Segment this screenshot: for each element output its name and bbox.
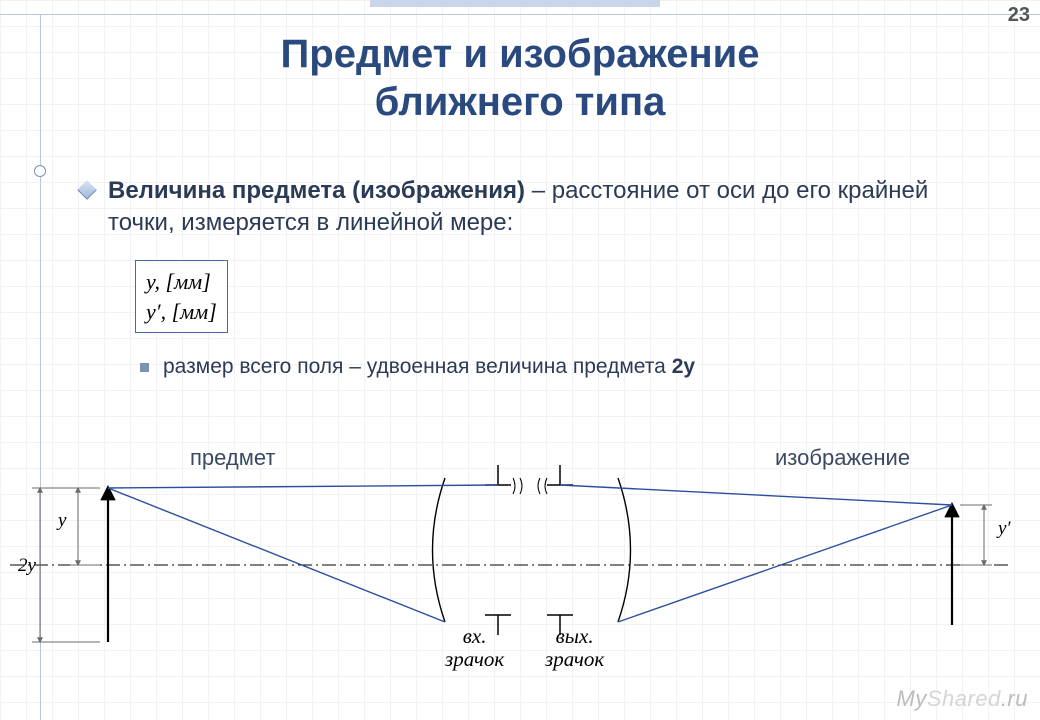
bullet-definition: Величина предмета (изображения) – рассто…	[80, 175, 980, 240]
formula-box: y, [мм] y′, [мм]	[135, 260, 228, 333]
dim-label-y: y	[58, 510, 66, 532]
optical-diagram	[0, 460, 1040, 690]
watermark: MyShared.ru	[897, 686, 1028, 712]
title-line-1: Предмет и изображение	[281, 32, 760, 76]
formula-line-2: y′, [мм]	[146, 297, 217, 327]
label-entrance-pupil: вх. зрачок	[445, 625, 504, 671]
definition-text: Величина предмета (изображения) – рассто…	[108, 175, 980, 240]
label-image: изображение	[775, 445, 910, 471]
square-bullet-icon	[140, 363, 149, 372]
bullet-note: размер всего поля – удвоенная величина п…	[140, 355, 960, 379]
formula-line-1: y, [мм]	[146, 267, 217, 297]
note-text: размер всего поля – удвоенная величина п…	[163, 355, 695, 379]
title-line-2: ближнего типа	[375, 80, 666, 124]
header-accent-bar	[370, 0, 660, 7]
hairline-top	[0, 14, 1040, 15]
definition-term: Величина предмета (изображения)	[108, 177, 525, 204]
dim-label-y-prime: y′	[998, 518, 1011, 540]
dim-label-2y: 2y	[18, 555, 36, 577]
corner-dot-icon	[34, 165, 46, 177]
label-object: предмет	[190, 445, 275, 471]
slide-title: Предмет и изображение ближнего типа	[0, 30, 1040, 126]
page-number: 23	[1008, 4, 1030, 27]
diamond-bullet-icon	[77, 180, 97, 200]
label-exit-pupil: вых. зрачок	[545, 625, 604, 671]
